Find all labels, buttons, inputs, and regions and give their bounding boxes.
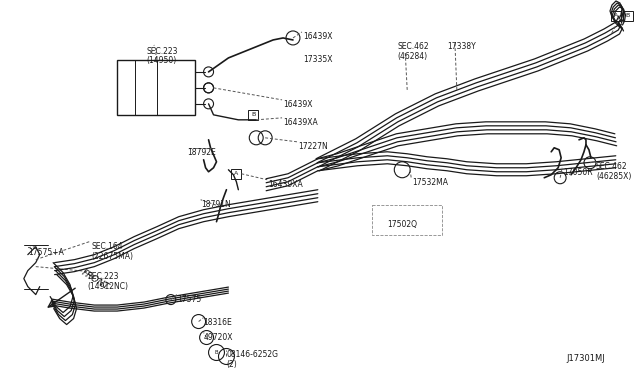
- Text: 17227N: 17227N: [298, 142, 328, 151]
- Text: B: B: [625, 13, 630, 19]
- Text: 18791N: 18791N: [202, 200, 232, 209]
- Text: SEC.164: SEC.164: [92, 242, 123, 251]
- Text: 49720X: 49720X: [204, 333, 233, 341]
- Text: 17575+A: 17575+A: [28, 248, 64, 257]
- Text: (46284): (46284): [397, 52, 428, 61]
- Text: SEC.462: SEC.462: [397, 42, 429, 51]
- Text: FRONT: FRONT: [79, 267, 110, 292]
- Text: B: B: [251, 112, 255, 117]
- Bar: [611, 11, 621, 21]
- Text: 08146-6252G: 08146-6252G: [227, 350, 278, 359]
- Bar: [248, 110, 258, 120]
- Text: 17338Y: 17338Y: [447, 42, 476, 51]
- Text: (22675MA): (22675MA): [92, 251, 133, 261]
- Text: 17532MA: 17532MA: [412, 178, 448, 187]
- Text: 17050R: 17050R: [563, 168, 593, 177]
- Text: (46285X): (46285X): [596, 172, 631, 181]
- Text: 16439X: 16439X: [283, 100, 312, 109]
- Text: 18316E: 18316E: [204, 318, 232, 327]
- Text: A: A: [234, 171, 239, 176]
- Text: 16439X: 16439X: [303, 32, 332, 41]
- Text: SEC.223: SEC.223: [88, 272, 119, 280]
- Text: SEC.223: SEC.223: [146, 47, 178, 56]
- Bar: [623, 11, 633, 21]
- Text: B: B: [214, 350, 218, 355]
- Text: A: A: [614, 13, 618, 19]
- Bar: [117, 60, 195, 115]
- Text: 18792E: 18792E: [187, 148, 216, 157]
- Text: 16439XA: 16439XA: [268, 180, 303, 189]
- Text: 17502Q: 17502Q: [387, 220, 417, 229]
- Text: (2): (2): [227, 360, 237, 369]
- Text: 17575: 17575: [177, 295, 201, 304]
- Bar: [372, 205, 442, 235]
- Text: (14950): (14950): [147, 56, 177, 65]
- Text: 17335X: 17335X: [303, 55, 332, 64]
- Text: (14912NC): (14912NC): [88, 282, 129, 291]
- Text: SEC.462: SEC.462: [596, 162, 628, 171]
- Text: J17301MJ: J17301MJ: [566, 355, 605, 363]
- Text: 16439XA: 16439XA: [283, 118, 318, 127]
- Bar: [232, 169, 241, 179]
